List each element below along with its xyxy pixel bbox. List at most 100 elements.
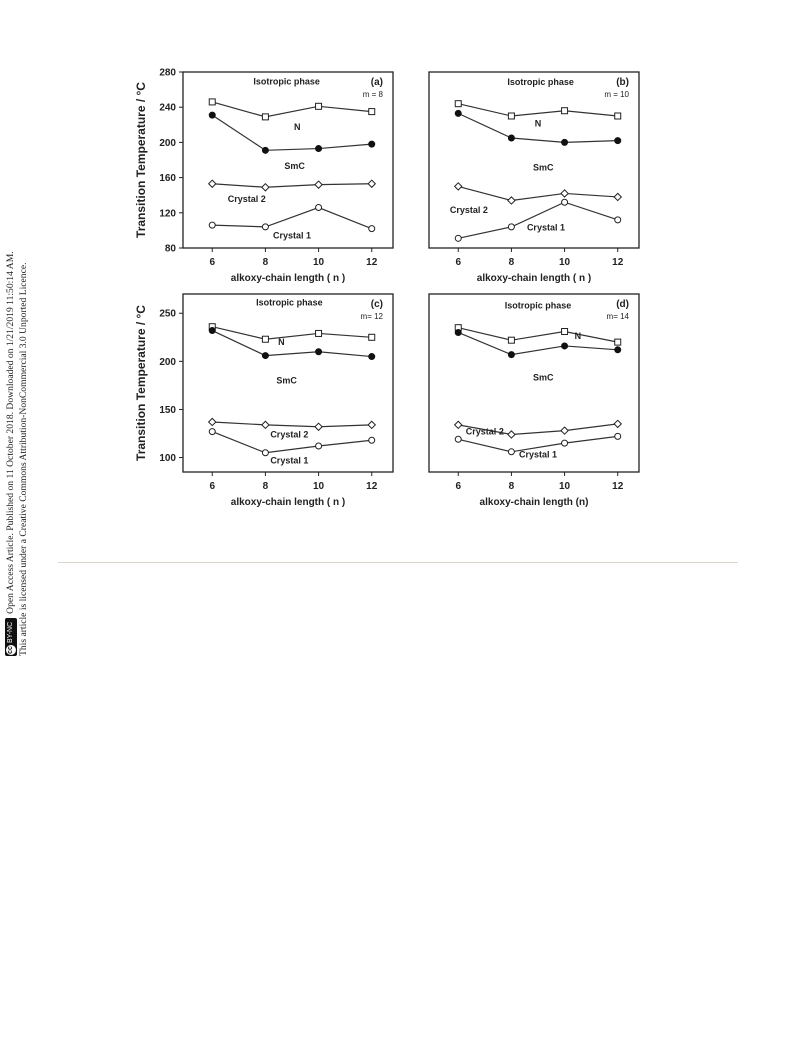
x-tick-label: 10 — [313, 481, 325, 492]
data-point-diamond — [314, 180, 323, 189]
series-circle — [454, 432, 622, 456]
phase-annotation: Isotropic phase — [256, 298, 323, 308]
data-point-square — [208, 98, 216, 106]
series-line — [212, 326, 372, 340]
notice-line-2: This article is licensed under a Creativ… — [18, 262, 29, 656]
phase-annotation: Crystal 1 — [273, 230, 311, 240]
x-tick-label: 6 — [455, 257, 461, 268]
phase-annotation: Crystal 1 — [519, 450, 557, 460]
data-point-diamond — [261, 420, 270, 430]
phase-annotation: Crystal 2 — [270, 429, 308, 439]
series-filled-circle — [208, 327, 376, 361]
data-point-circle — [561, 198, 569, 206]
data-point-circle — [368, 225, 376, 233]
series-line — [458, 435, 618, 453]
phase-annotation: N — [294, 122, 301, 132]
phase-annotation: Isotropic phase — [505, 300, 572, 310]
series-square — [454, 324, 622, 346]
plot-frame — [182, 71, 394, 249]
data-point-circle — [561, 439, 569, 447]
data-point-diamond — [207, 417, 217, 427]
x-tick-label: 12 — [612, 481, 624, 492]
phase-annotation: N — [535, 119, 542, 129]
x-tick-label: 6 — [455, 481, 461, 492]
data-point-circle — [454, 435, 462, 443]
y-tick-label: 250 — [159, 309, 176, 320]
data-point-diamond — [613, 192, 623, 202]
series-line — [212, 101, 372, 118]
data-point-square — [561, 328, 569, 336]
data-point-circle — [208, 428, 216, 436]
x-tick-label: 6 — [209, 257, 215, 268]
plot-frame — [182, 293, 394, 473]
page-divider — [58, 562, 738, 563]
data-point-diamond — [507, 430, 516, 439]
data-point-filled-circle — [454, 109, 462, 117]
y-tick-label: 280 — [159, 68, 176, 79]
data-point-filled-circle — [561, 138, 569, 146]
x-tick-label: 6 — [209, 481, 215, 492]
data-point-filled-circle — [208, 111, 216, 119]
x-tick-label: 8 — [263, 257, 269, 268]
x-tick-label: 12 — [366, 481, 378, 492]
data-point-diamond — [560, 426, 569, 435]
data-point-square — [614, 338, 622, 346]
data-point-filled-circle — [315, 145, 323, 153]
data-point-circle — [261, 223, 269, 231]
y-tick-label: 120 — [159, 208, 176, 219]
data-point-circle — [261, 449, 269, 457]
series-line — [211, 114, 372, 151]
chart-panel: 6 8 10 12 alkoxy-chain length (n) (d) m= 14 Iso… — [428, 293, 640, 508]
data-point-square — [315, 102, 323, 110]
phase-annotation: Isotropic phase — [253, 76, 320, 86]
x-tick-label: 10 — [313, 257, 325, 268]
data-point-filled-circle — [507, 351, 515, 359]
y-tick-label: 240 — [159, 103, 176, 114]
y-axis-label: Transition Temperature / °C — [134, 82, 148, 238]
data-point-diamond — [507, 196, 516, 205]
data-point-square — [261, 113, 269, 121]
series-square — [208, 98, 376, 121]
panel-label: (a) — [371, 77, 383, 88]
phase-annotation: N — [575, 331, 582, 341]
data-point-square — [315, 329, 323, 337]
y-tick-label: 160 — [159, 173, 176, 184]
data-point-filled-circle — [614, 137, 622, 145]
phase-annotation: SmC — [533, 373, 554, 383]
data-point-diamond — [367, 420, 377, 430]
phase-annotation: Isotropic phase — [507, 77, 574, 87]
notice-line-1: cc BY-NC Open Access Article. Published on… — [4, 251, 17, 656]
data-point-filled-circle — [315, 348, 323, 356]
series-filled-circle — [208, 111, 376, 154]
chart-panel: 6 8 10 12 alkoxy-chain length ( n ) (b) m = 10… — [428, 71, 640, 284]
data-point-filled-circle — [614, 346, 622, 354]
data-point-circle — [614, 432, 622, 440]
data-point-diamond — [207, 179, 217, 189]
data-point-diamond — [367, 179, 377, 189]
data-point-diamond — [560, 189, 569, 198]
data-point-circle — [614, 216, 622, 224]
x-tick-label: 12 — [612, 257, 624, 268]
data-point-filled-circle — [261, 352, 269, 360]
phase-transition-figure: 6 8 10 12 80 120 160 200 240 280 alkoxy-chain leng… — [134, 68, 640, 508]
series-line — [458, 201, 618, 239]
x-tick-label: 8 — [263, 481, 269, 492]
panel-m-value: m= 14 — [607, 312, 630, 321]
y-axis-label: Transition Temperature / °C — [134, 305, 148, 461]
cc-license-badge[interactable]: cc BY-NC — [4, 617, 17, 656]
x-axis-label: alkoxy-chain length (n) — [480, 497, 589, 508]
series-circle — [454, 198, 622, 242]
data-point-circle — [507, 223, 515, 231]
data-point-square — [368, 333, 376, 341]
data-point-filled-circle — [208, 327, 216, 335]
y-tick-label: 200 — [159, 138, 176, 149]
data-point-diamond — [453, 420, 463, 430]
data-point-circle — [368, 436, 376, 444]
y-tick-label: 100 — [159, 453, 176, 464]
panel-m-value: m= 12 — [361, 312, 384, 321]
x-tick-label: 10 — [559, 257, 571, 268]
data-point-circle — [315, 442, 323, 450]
data-point-square — [454, 100, 462, 108]
plot-frame — [428, 71, 640, 249]
data-point-square — [561, 107, 569, 115]
